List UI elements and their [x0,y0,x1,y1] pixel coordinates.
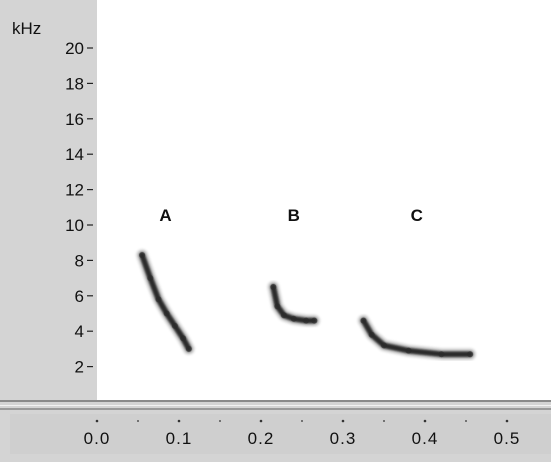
x-minor-tick-mark [465,420,467,422]
x-minor-tick-mark [301,420,303,422]
frequency-axis-panel [0,0,98,400]
spectrogram-traces [136,249,477,361]
trace-point [467,351,474,358]
x-minor-tick-mark [137,420,139,422]
time-axis-border [0,400,551,402]
series-label-c: C [411,206,423,225]
trace-point [163,310,170,317]
x-minor-tick-mark [219,420,221,422]
trace-point [147,275,154,282]
y-tick-label: 6 [75,287,84,306]
x-axis: 0.0 0.1 0.2 0.3 0.4 0.5 [84,419,521,448]
trace-point [185,345,192,352]
x-tick-mark [341,419,345,423]
y-axis: 2 4 6 8 10 12 14 16 18 20 [65,39,93,377]
y-tick-label: 2 [75,358,84,377]
x-tick-label: 0.5 [494,429,521,448]
trace-point [180,335,187,342]
trace-point [368,331,375,338]
x-tick-label: 0.2 [248,429,275,448]
series-labels: A B C [159,206,423,225]
x-minor-tick-mark [383,420,385,422]
trace-point [155,296,162,303]
time-axis-divider [0,408,551,410]
trace-point [405,347,412,354]
trace-point [139,252,146,259]
x-tick-mark [95,419,99,423]
y-tick-label: 16 [65,110,84,129]
y-tick-label: 12 [65,181,84,200]
trace-point [381,342,387,349]
y-tick-label: 4 [75,322,84,341]
trace-point [438,351,445,358]
y-tick-label: 14 [65,145,84,164]
trace-point [171,322,178,329]
series-label-a: A [159,206,171,225]
x-tick-mark [423,419,427,423]
y-axis-unit-label: kHz [12,19,41,38]
trace-point [290,315,297,322]
time-axis-ruler [10,414,551,454]
trace-point [274,303,281,310]
trace-point [280,312,287,319]
x-tick-mark [259,419,263,423]
trace-point [311,317,318,324]
y-tick-label: 10 [65,216,84,235]
y-tick-label: 20 [65,39,84,58]
x-tick-label: 0.4 [412,429,439,448]
time-axis-highlight [0,405,551,406]
x-tick-label: 0.1 [166,429,193,448]
x-tick-mark [177,419,181,423]
y-tick-label: 8 [75,251,84,270]
series-label-b: B [288,206,300,225]
y-tick-label: 18 [65,74,84,93]
trace-point [270,283,277,290]
x-tick-label: 0.3 [330,429,357,448]
trace-point [303,317,310,324]
x-tick-mark [505,419,509,423]
time-axis-panel [0,400,551,462]
trace-point [360,317,367,324]
x-tick-label: 0.0 [84,429,111,448]
